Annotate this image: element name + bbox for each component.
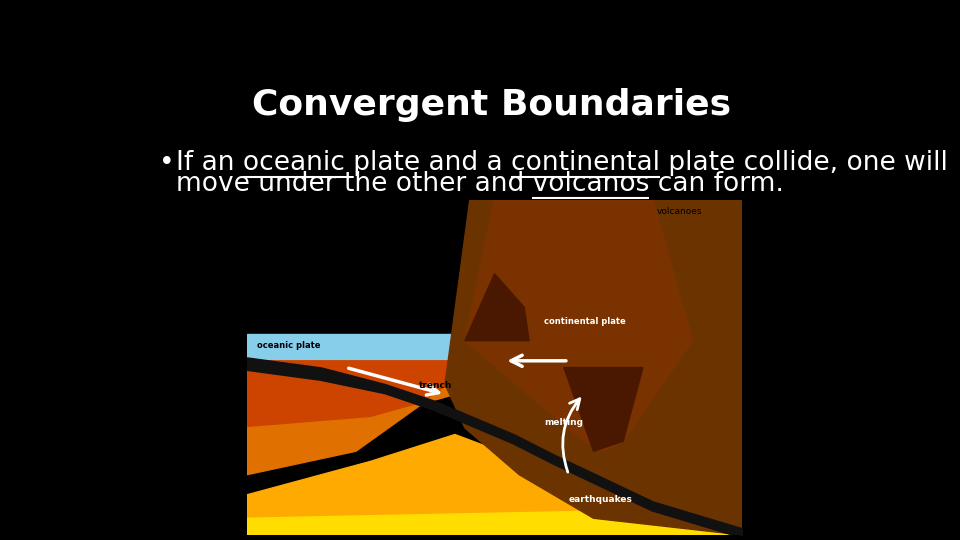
Polygon shape [445,200,742,535]
Text: melting: melting [544,418,583,427]
Text: earthquakes: earthquakes [568,495,633,504]
Text: •: • [158,150,175,176]
Text: move under the other and volcanos can form.: move under the other and volcanos can fo… [176,171,783,197]
Polygon shape [247,334,519,361]
Text: Convergent Boundaries: Convergent Boundaries [252,88,732,122]
Polygon shape [247,435,742,535]
Polygon shape [247,361,485,428]
Polygon shape [247,361,485,475]
Polygon shape [564,368,643,451]
Text: oceanic plate: oceanic plate [257,341,321,350]
Polygon shape [465,274,529,341]
Text: If an oceanic plate and a continental plate collide, one will: If an oceanic plate and a continental pl… [176,150,948,176]
Text: volcanoes: volcanoes [657,207,703,215]
Polygon shape [247,508,742,535]
FancyArrowPatch shape [563,399,580,472]
Text: trench: trench [419,381,452,390]
Text: continental plate: continental plate [544,317,626,326]
Polygon shape [465,200,692,451]
Text: Convergent
Plate Boundary: Convergent Plate Boundary [257,207,348,228]
